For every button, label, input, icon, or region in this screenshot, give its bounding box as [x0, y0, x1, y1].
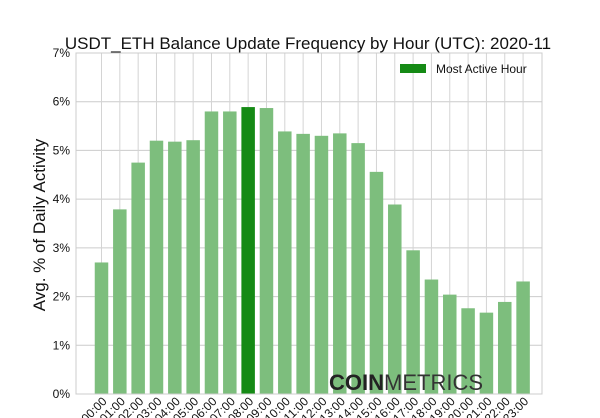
bar	[168, 141, 182, 394]
y-tick-label: 2%	[53, 290, 71, 304]
y-tick-label: 3%	[53, 241, 71, 255]
bar	[186, 140, 200, 394]
watermark-metrics: METRICS	[384, 370, 483, 395]
legend: Most Active Hour	[400, 62, 527, 76]
bar	[443, 294, 457, 394]
svg-text:COINMETRICS: COINMETRICS	[329, 370, 483, 395]
y-tick-label: 7%	[53, 46, 71, 60]
bar	[149, 140, 164, 394]
bar	[204, 111, 219, 394]
bar	[351, 143, 365, 394]
bar	[296, 133, 310, 394]
bar	[498, 301, 512, 394]
y-tick-label: 6%	[53, 95, 71, 109]
bar	[278, 131, 292, 394]
bar	[223, 111, 237, 394]
bar	[388, 204, 402, 394]
bar	[369, 171, 384, 394]
bar-most-active-hour	[241, 107, 255, 394]
bar	[113, 209, 127, 394]
x-tick-labels: 00:0001:0002:0003:0004:0005:0006:0007:00…	[78, 394, 531, 418]
bar	[259, 108, 274, 394]
bars	[94, 107, 530, 395]
bar	[131, 162, 145, 394]
y-tick-label: 4%	[53, 192, 71, 206]
legend-swatch	[400, 64, 426, 73]
y-tick-label: 0%	[53, 387, 71, 401]
bar	[314, 135, 329, 395]
y-tick-label: 1%	[53, 338, 71, 352]
bar	[94, 262, 109, 394]
y-axis-label: Avg. % of Daily Activity	[30, 138, 49, 311]
bar	[333, 133, 347, 394]
bar	[461, 308, 475, 394]
coinmetrics-watermark: COINMETRICS	[329, 370, 483, 395]
plot-frame	[75, 52, 543, 395]
bar	[516, 281, 530, 394]
y-tick-label: 5%	[53, 143, 71, 157]
chart-title: USDT_ETH Balance Update Frequency by Hou…	[65, 34, 551, 53]
bar	[424, 279, 439, 394]
legend-label: Most Active Hour	[436, 62, 527, 76]
watermark-coin: COIN	[329, 370, 384, 395]
y-tick-labels: 0% 1% 2% 3% 4% 5% 6% 7%	[53, 46, 71, 401]
bar	[406, 250, 420, 394]
bar	[479, 312, 494, 394]
